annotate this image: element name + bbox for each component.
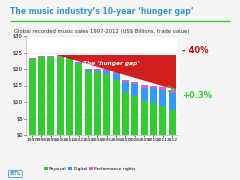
Bar (150, 86, 157, 88)
Polygon shape (56, 55, 175, 90)
Bar (47, 57, 54, 135)
Bar (168, 93, 175, 110)
Bar (94, 72, 101, 135)
Bar (47, 56, 54, 57)
Bar (131, 84, 138, 96)
Bar (56, 55, 64, 57)
Bar (159, 106, 166, 135)
Bar (56, 57, 64, 135)
Bar (168, 90, 175, 93)
Bar (140, 101, 148, 135)
Bar (29, 58, 36, 59)
Bar (159, 87, 166, 90)
Legend: Physical, Digital, Performance rights: Physical, Digital, Performance rights (42, 165, 138, 173)
Bar (168, 110, 175, 135)
Bar (75, 63, 82, 64)
Bar (103, 71, 110, 74)
Text: - 40%: - 40% (182, 46, 209, 55)
Bar (113, 72, 120, 74)
Bar (75, 62, 82, 63)
Bar (131, 96, 138, 135)
Bar (159, 90, 166, 106)
Bar (140, 85, 148, 88)
Text: +0.3%: +0.3% (182, 91, 213, 100)
Bar (140, 88, 148, 101)
Bar (66, 57, 73, 58)
Bar (75, 64, 82, 135)
Bar (84, 71, 91, 135)
Bar (94, 71, 101, 72)
Bar (38, 56, 45, 57)
Bar (66, 58, 73, 135)
Bar (29, 59, 36, 135)
Bar (122, 80, 129, 82)
Bar (150, 103, 157, 135)
Bar (103, 74, 110, 135)
Bar (122, 82, 129, 92)
Text: The ‘hunger gap’: The ‘hunger gap’ (83, 61, 140, 66)
Bar (94, 69, 101, 71)
Bar (38, 57, 45, 135)
Bar (113, 80, 120, 135)
Text: BTL: BTL (10, 171, 21, 176)
Bar (150, 88, 157, 103)
Text: The music industry’s 10-year ‘hunger gap’: The music industry’s 10-year ‘hunger gap… (10, 7, 193, 16)
Bar (84, 70, 91, 71)
Bar (103, 69, 110, 71)
Bar (131, 82, 138, 84)
Bar (122, 92, 129, 135)
Bar (84, 69, 91, 70)
Bar (113, 74, 120, 80)
Title: Global recorded music sales 1997-2012 (US$ Billions, trade value): Global recorded music sales 1997-2012 (U… (14, 29, 190, 34)
